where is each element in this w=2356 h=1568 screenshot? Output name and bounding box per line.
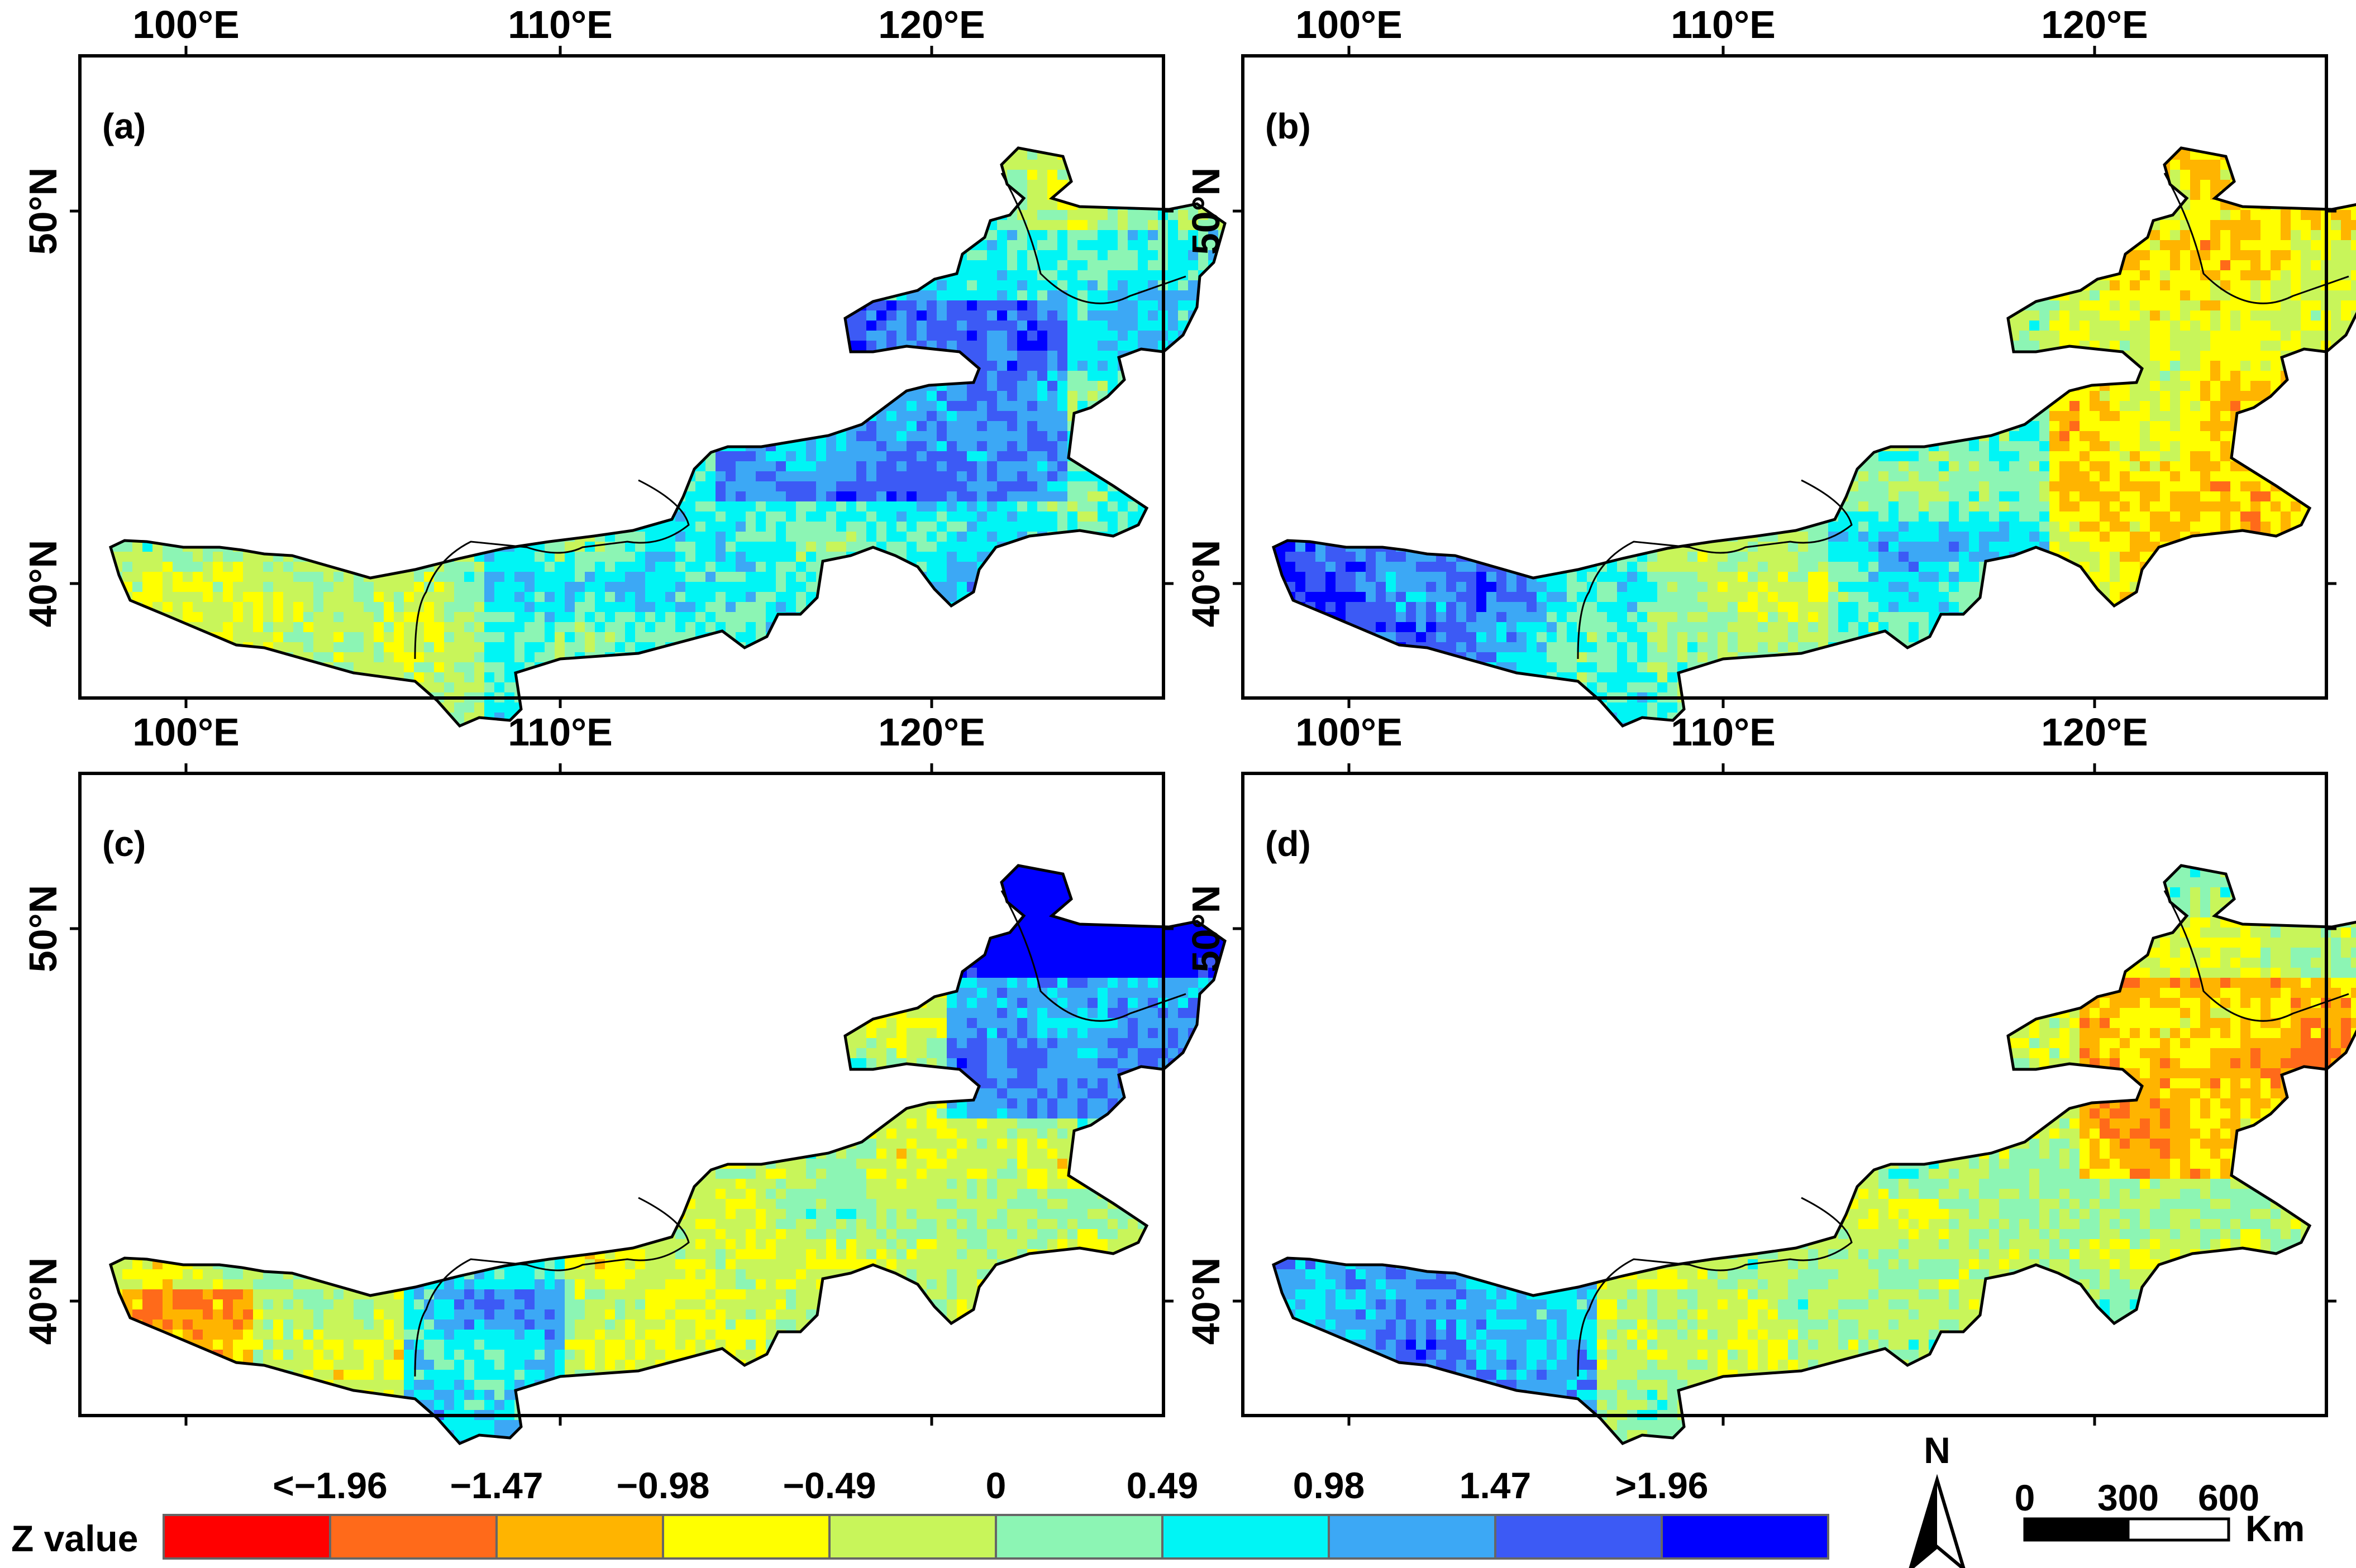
lon-tick-label: 100°E — [1295, 710, 1402, 754]
map-panel-d: (d) 50°N 40°N — [1184, 763, 2356, 1451]
lon-tick-label: 100°E — [1295, 3, 1402, 46]
legend-break-labels: <−1.96 −1.47 −0.98 −0.49 0 0.49 0.98 1.47 >1.96 — [273, 1465, 1708, 1506]
lat-tick-label: 50°N — [21, 885, 65, 972]
lat-tick-label: 40°N — [1184, 540, 1228, 627]
north-arrow-label: N — [1924, 1430, 1950, 1471]
lon-tick-label: 120°E — [878, 710, 985, 754]
panel-label: (c) — [102, 824, 146, 864]
lon-tick-label: 100°E — [132, 3, 239, 46]
legend-break-label: −1.47 — [450, 1465, 543, 1506]
legend-break-label: <−1.96 — [273, 1465, 388, 1506]
legend-title: Z value — [11, 1518, 138, 1559]
legend-break-label: 1.47 — [1460, 1465, 1531, 1506]
panel-frame — [1241, 54, 2328, 700]
panel-label: (a) — [102, 106, 146, 146]
legend-swatch — [1661, 1514, 1829, 1560]
scale-unit: Km — [2245, 1508, 2305, 1549]
lon-tick-label: 120°E — [2041, 710, 2148, 754]
legend-swatch — [495, 1514, 664, 1560]
z-value-legend: Z value <−1.96 −1.47 −0.98 −0.49 0 0.49 0.98 1.… — [11, 1465, 1829, 1560]
legend-swatch — [1161, 1514, 1330, 1560]
legend-swatch — [662, 1514, 831, 1560]
legend-swatch — [1328, 1514, 1496, 1560]
map-panel-b: (b) 100°E 110°E 120°E 50°N 40°N 100°E 110°E 120°… — [1184, 3, 2356, 754]
legend-break-label: 0.98 — [1293, 1465, 1365, 1506]
legend-break-label: −0.49 — [783, 1465, 876, 1506]
north-arrow: N — [1909, 1430, 1966, 1568]
scale-bar-white-segment — [2126, 1517, 2230, 1542]
lon-tick-label: 110°E — [1671, 710, 1776, 754]
legend-swatches — [163, 1514, 1829, 1560]
legend-swatch — [1494, 1514, 1663, 1560]
panel-label: (b) — [1265, 106, 1311, 146]
lat-tick-label: 40°N — [1184, 1258, 1228, 1345]
scale-tick-0: 0 — [2015, 1477, 2035, 1518]
panel-frame — [78, 54, 1165, 700]
lat-tick-label: 50°N — [1184, 168, 1228, 255]
lat-tick-label: 50°N — [1184, 885, 1228, 972]
legend-swatch — [163, 1514, 331, 1560]
legend-break-label: −0.98 — [617, 1465, 710, 1506]
lon-tick-label: 100°E — [132, 710, 239, 754]
legend-break-label: >1.96 — [1615, 1465, 1709, 1506]
panel-frame — [78, 772, 1165, 1417]
scale-bar: 0 300 600 Km — [2015, 1477, 2305, 1549]
legend-swatch — [329, 1514, 498, 1560]
lon-tick-label: 110°E — [1671, 3, 1776, 46]
legend-swatch — [995, 1514, 1163, 1560]
panel-frame — [1241, 772, 2328, 1417]
legend-swatch — [828, 1514, 997, 1560]
lat-tick-label: 40°N — [21, 540, 65, 627]
lon-tick-label: 120°E — [878, 3, 985, 46]
scale-bar-black-segment — [2023, 1517, 2130, 1542]
lon-tick-label: 110°E — [508, 3, 613, 46]
legend-break-label: 0.49 — [1127, 1465, 1198, 1506]
panel-label: (d) — [1265, 824, 1311, 864]
map-panel-c: (c) 50°N 40°N — [21, 763, 1239, 1451]
lon-tick-label: 120°E — [2041, 3, 2148, 46]
lon-tick-label: 110°E — [508, 710, 613, 754]
scale-tick-300: 300 — [2097, 1477, 2159, 1518]
legend-break-label: 0 — [986, 1465, 1007, 1506]
scale-tick-600: 600 — [2198, 1477, 2259, 1518]
lat-tick-label: 50°N — [21, 168, 65, 255]
lat-tick-label: 40°N — [21, 1258, 65, 1345]
map-panel-a: (a) 100°E 110°E 120°E 50°N 40°N 100°E 110°E 120°… — [21, 3, 1239, 754]
